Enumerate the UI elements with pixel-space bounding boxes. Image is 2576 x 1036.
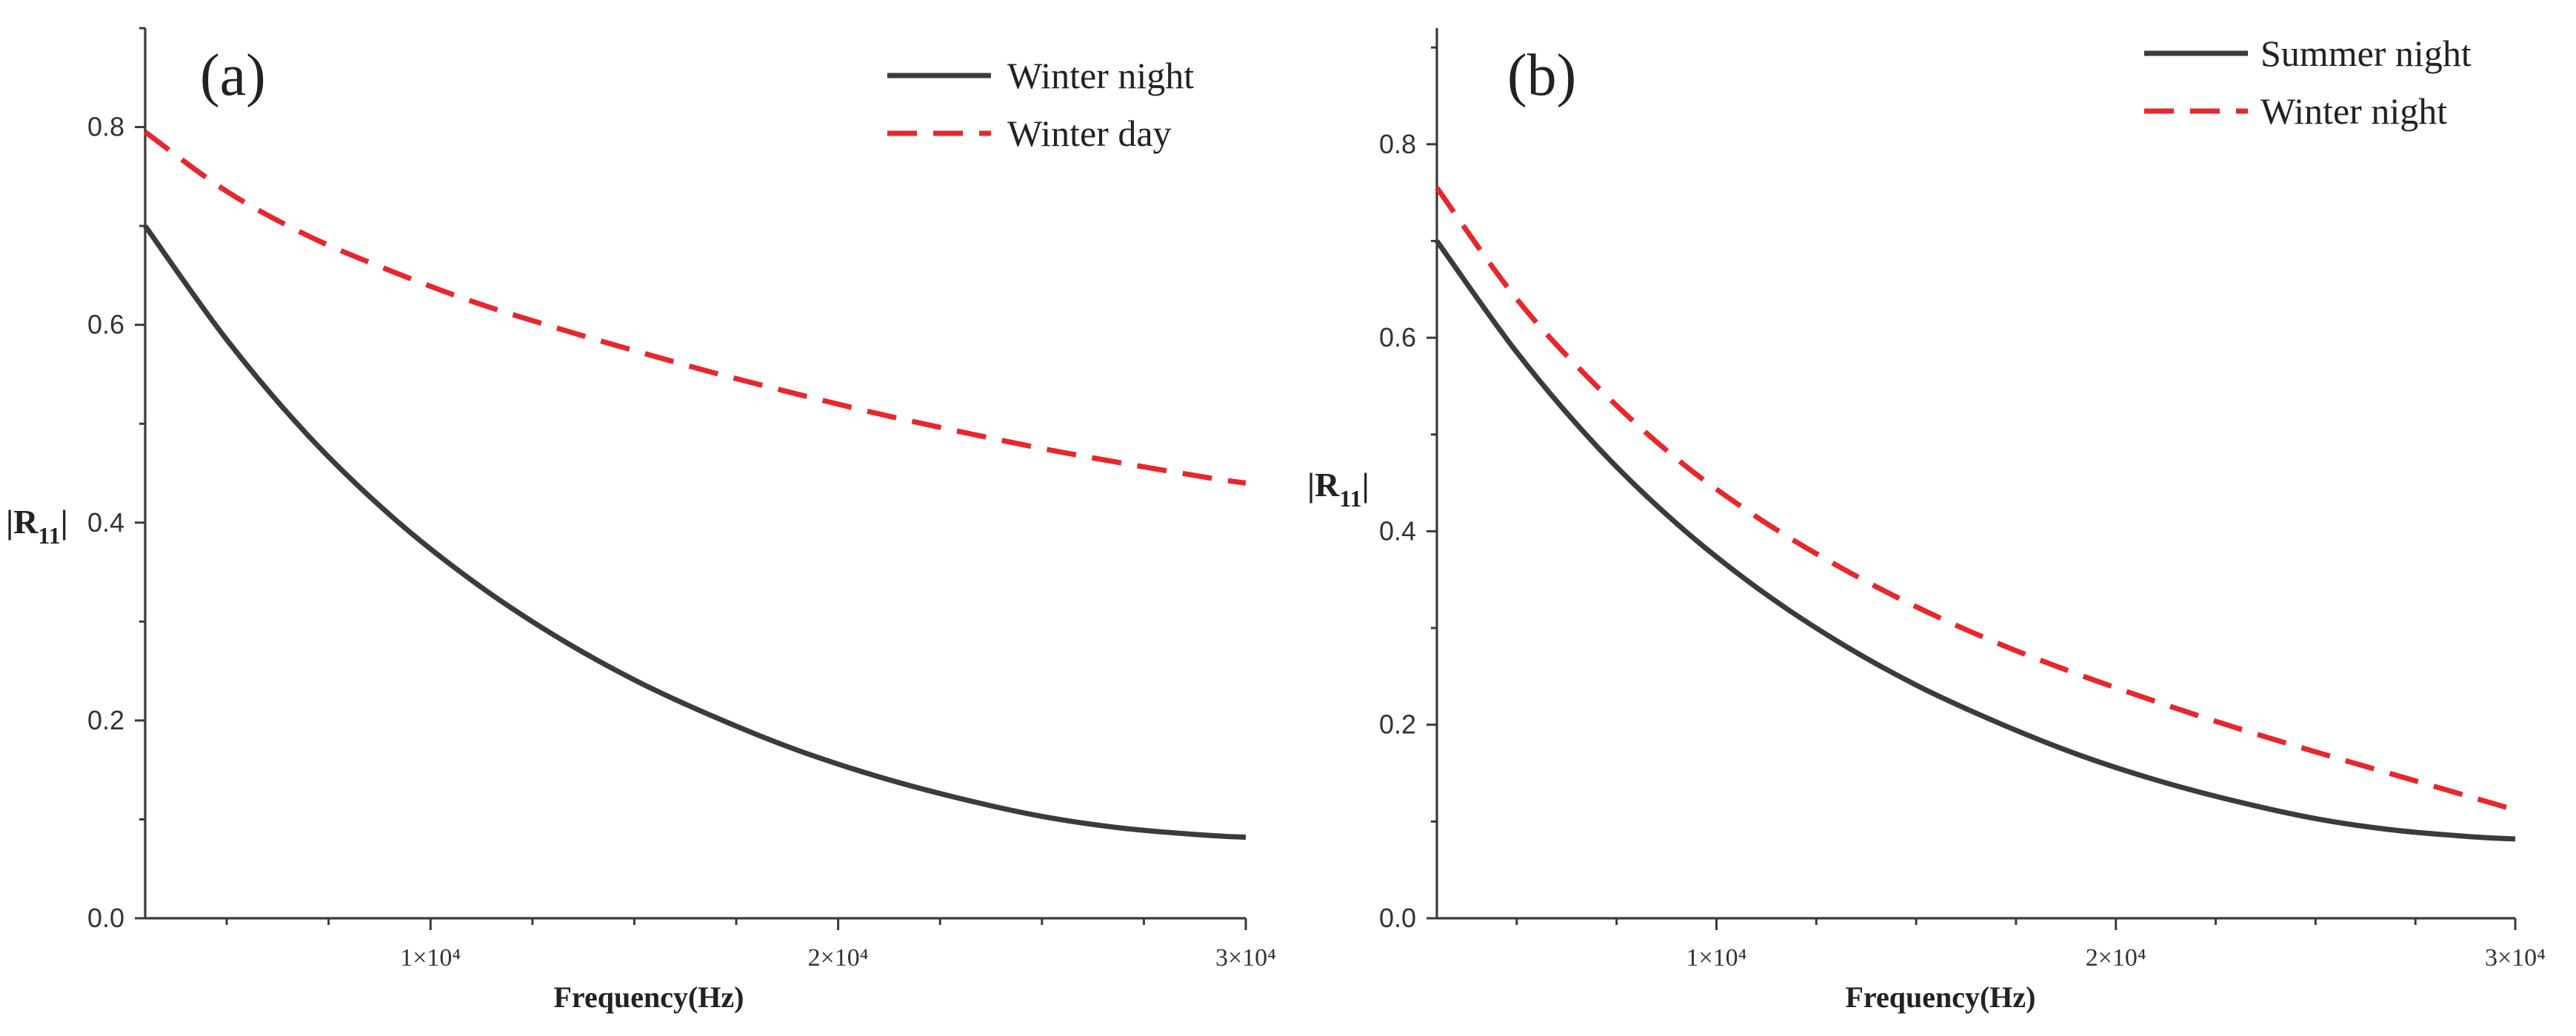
x-tick-label-b: 1×10⁴ (1686, 944, 1746, 972)
legend-label-winter-day: Winter day (1007, 113, 1172, 154)
series-line-summer-night-b (1435, 239, 2516, 842)
panel-a: (a) 0.0 0.2 0.4 0.6 0.8 1×10⁴ 2×10⁴ 3×10⁴ Frequ… (6, 27, 1276, 1014)
legend-label-winter-night-b: Winter night (2260, 90, 2447, 132)
x-tick-label-a: 1×10⁴ (400, 944, 461, 972)
legend-label-summer-night: Summer night (2260, 33, 2472, 74)
y-tick-label-a: 0.2 (87, 705, 124, 735)
legend-b: Summer night Winter night (2144, 33, 2472, 132)
y-tick-label-a: 0.8 (87, 112, 124, 142)
x-tick-label-a: 3×10⁴ (1215, 944, 1276, 972)
series-line-winter-night-b (1435, 186, 2516, 813)
y-tick-label-b: 0.6 (1379, 322, 1416, 352)
y-tick-label-b: 0.2 (1379, 709, 1416, 740)
plot-area-b: 0.0 0.2 0.4 0.6 0.8 1×10⁴ 2×10⁴ 3×10⁴ (1379, 28, 2546, 972)
y-tick-label-b: 0.4 (1379, 515, 1416, 546)
series-line-winter-night-a (143, 224, 1247, 840)
y-tick-label-b: 0.8 (1379, 129, 1416, 159)
y-axis-label-a: |R11| (6, 503, 68, 549)
legend-a: Winter night Winter day (887, 55, 1194, 154)
panel-label-b: (b) (1507, 43, 1576, 108)
y-axis-label-b: |R11| (1307, 466, 1369, 512)
x-tick-label-a: 2×10⁴ (808, 944, 869, 972)
x-axis-label-b: Frequency(Hz) (1846, 980, 2036, 1014)
y-tick-label-a: 0.0 (87, 903, 124, 933)
series-line-winter-day-a (143, 130, 1247, 486)
y-tick-label-b: 0.0 (1379, 903, 1416, 933)
panel-b: (b) 0.0 0.2 0.4 0.6 0.8 1×10⁴ 2×10⁴ 3×10⁴ Frequ… (1307, 28, 2546, 1014)
panel-label-a: (a) (200, 43, 266, 108)
x-tick-label-b: 3×10⁴ (2485, 944, 2546, 972)
y-tick-label-a: 0.6 (87, 310, 124, 340)
x-tick-label-b: 2×10⁴ (2086, 944, 2146, 972)
x-axis-label-a: Frequency(Hz) (554, 980, 744, 1014)
plot-area-a: 0.0 0.2 0.4 0.6 0.8 1×10⁴ 2×10⁴ 3×10⁴ (87, 27, 1276, 972)
legend-label-winter-night: Winter night (1007, 55, 1194, 96)
y-tick-label-a: 0.4 (87, 507, 124, 538)
